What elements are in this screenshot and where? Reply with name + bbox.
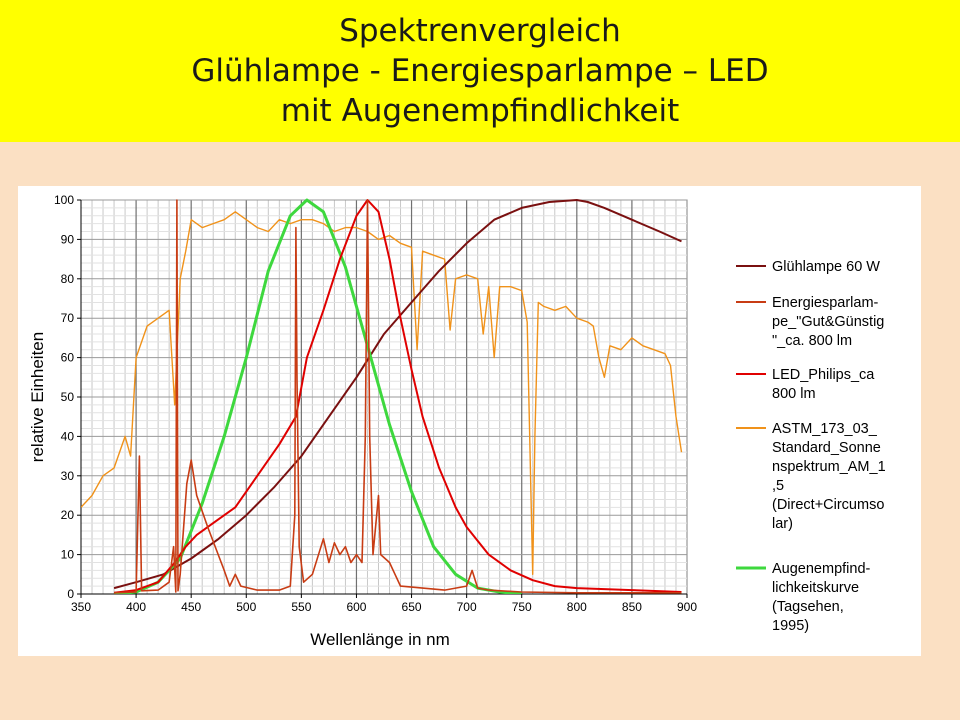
x-tick-label: 650	[402, 600, 422, 614]
x-tick-label: 450	[181, 600, 201, 614]
legend-label-4: (Tagsehen,	[772, 599, 844, 615]
y-tick-label: 60	[61, 351, 75, 365]
legend-label-4: 1995)	[772, 618, 809, 634]
x-tick-label: 350	[71, 600, 91, 614]
title-line-2: Glühlampe - Energiesparlampe – LED	[191, 53, 769, 89]
legend-label-3: nspektrum_AM_1	[772, 459, 886, 475]
y-tick-label: 30	[61, 469, 75, 483]
legend-label-3: ,5	[772, 478, 784, 494]
spectrum-chart: 350 400 450 500 550 600 650 700 750 800 850 900 0 10 2…	[28, 193, 886, 649]
title-line-1: Spektrenvergleich	[339, 13, 621, 49]
series-line-3	[81, 211, 683, 575]
y-tick-label: 50	[61, 390, 75, 404]
x-tick-label: 600	[346, 600, 366, 614]
y-axis-title: relative Einheiten	[28, 332, 47, 462]
y-tick-label: 10	[61, 548, 75, 562]
y-tick-label: 0	[67, 587, 74, 601]
series-line-0	[113, 199, 682, 590]
legend-label-1: pe_"Gut&Günstig	[772, 314, 884, 330]
y-tick-label: 20	[61, 508, 75, 522]
x-tick-label: 800	[567, 600, 587, 614]
y-tick-label: 70	[61, 311, 75, 325]
x-tick-label: 700	[457, 600, 477, 614]
y-tick-label: 90	[61, 232, 75, 246]
legend-label-3: lar)	[772, 516, 793, 532]
legend-label-3: Standard_Sonne	[772, 440, 881, 456]
legend-label-4: Augenempfind-	[772, 561, 871, 577]
title-line-3: mit Augenempfindlichkeit	[280, 93, 680, 129]
legend-label-4: lichkeitskurve	[772, 580, 859, 596]
title-banner: Spektrenvergleich Glühlampe - Energiespa…	[0, 0, 960, 142]
legend-label-1: "_ca. 800 lm	[772, 333, 852, 349]
legend-label-1: Energiesparlam-	[772, 295, 879, 311]
x-tick-label: 750	[512, 600, 532, 614]
x-tick-label: 400	[126, 600, 146, 614]
x-tick-label: 850	[622, 600, 642, 614]
legend-label-2: 800 lm	[772, 386, 816, 402]
y-tick-label: 80	[61, 272, 75, 286]
legend-label-3: ASTM_173_03_	[772, 421, 878, 437]
x-axis-title: Wellenlänge in nm	[310, 630, 450, 649]
series-line-1	[114, 199, 682, 594]
chart-panel: 350 400 450 500 550 600 650 700 750 800 850 900 0 10 2…	[18, 186, 921, 656]
legend-label-2: LED_Philips_ca	[772, 367, 875, 383]
x-tick-label: 900	[677, 600, 697, 614]
x-tick-label: 500	[236, 600, 256, 614]
x-tick-label: 550	[291, 600, 311, 614]
legend-label-3: (Direct+Circumso	[772, 497, 884, 513]
y-tick-label: 100	[54, 193, 74, 207]
legend-label-0: Glühlampe 60 W	[772, 259, 880, 275]
y-tick-label: 40	[61, 429, 75, 443]
